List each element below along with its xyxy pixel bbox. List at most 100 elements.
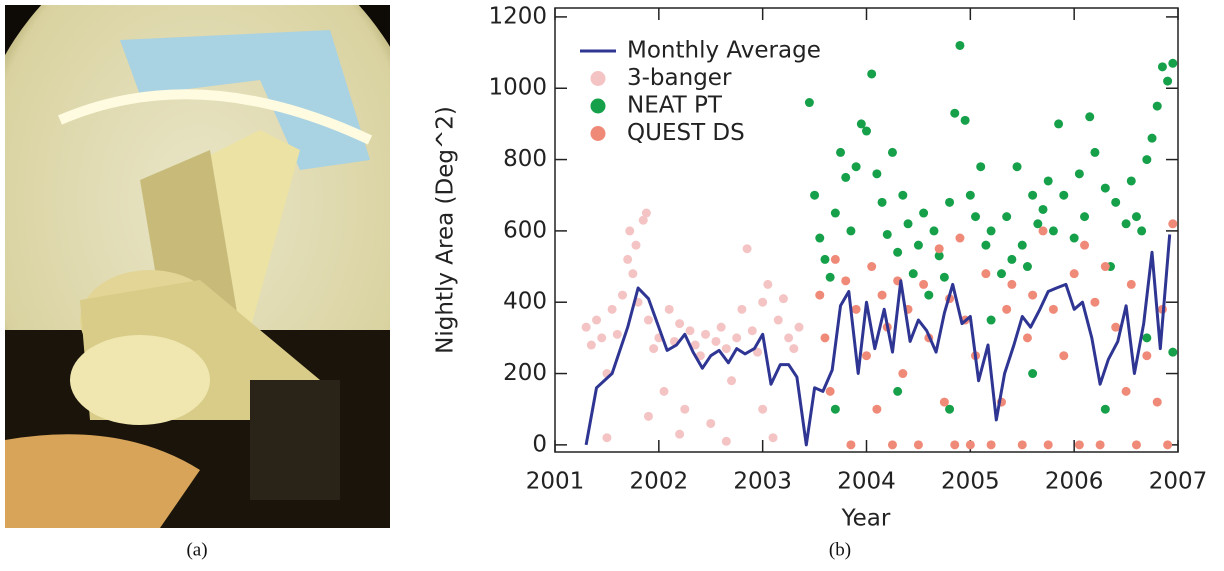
point [872, 169, 882, 179]
point [1028, 290, 1038, 300]
x-tick-label: 2004 [837, 469, 896, 495]
line [584, 234, 1172, 447]
point [1095, 440, 1105, 450]
point [903, 219, 913, 229]
point [934, 251, 944, 261]
point [1028, 190, 1038, 200]
point [830, 208, 840, 218]
legend-swatch [590, 98, 606, 114]
point [1048, 304, 1058, 314]
point [887, 440, 897, 450]
point [908, 269, 918, 279]
point [856, 119, 866, 129]
point [1043, 176, 1053, 186]
point [841, 276, 851, 286]
point [815, 233, 825, 243]
point [830, 404, 840, 414]
point [768, 433, 778, 443]
point [1069, 233, 1079, 243]
point [794, 322, 804, 332]
point [851, 162, 861, 172]
point [939, 272, 949, 282]
y-tick-label: 0 [532, 431, 547, 457]
caption: (b) [829, 539, 851, 560]
point [1059, 351, 1069, 361]
point [841, 172, 851, 182]
point [950, 108, 960, 118]
point [846, 226, 856, 236]
point [1085, 112, 1095, 122]
point [711, 336, 721, 346]
point [996, 269, 1006, 279]
point [898, 369, 908, 379]
y-tick-label: 1200 [488, 3, 547, 29]
point [1080, 240, 1090, 250]
point [763, 279, 773, 289]
point [1152, 397, 1162, 407]
point [825, 386, 835, 396]
x-tick-label: 2002 [630, 469, 689, 495]
point [758, 297, 768, 307]
point [898, 190, 908, 200]
point [1163, 76, 1173, 86]
point [659, 386, 669, 396]
point [1074, 440, 1084, 450]
point [1168, 58, 1178, 68]
point [820, 254, 830, 264]
point [1074, 169, 1084, 179]
point [830, 254, 840, 264]
point [929, 226, 939, 236]
point [758, 404, 768, 414]
point [981, 269, 991, 279]
y-axis-label: Nightly Area (Deg^2) [433, 106, 459, 354]
point [862, 351, 871, 361]
point [810, 190, 820, 200]
point [1012, 162, 1022, 172]
point [945, 404, 955, 414]
point [887, 147, 897, 157]
point [851, 304, 861, 314]
point [913, 240, 923, 250]
point [1007, 254, 1017, 264]
point [597, 333, 607, 343]
point [1048, 226, 1058, 236]
point [1121, 386, 1131, 396]
point [742, 244, 752, 254]
point [690, 340, 700, 350]
x-tick-label: 2006 [1045, 469, 1104, 495]
point [965, 440, 975, 450]
legend-label: 3-banger [627, 65, 732, 91]
point [934, 244, 944, 254]
point [913, 440, 923, 450]
point [628, 269, 638, 279]
point [607, 304, 617, 314]
x-tick-label: 2001 [526, 469, 585, 495]
point [1002, 212, 1012, 222]
point [1090, 147, 1100, 157]
point [1142, 155, 1152, 165]
point [1168, 219, 1178, 229]
point [919, 208, 929, 218]
point [986, 315, 996, 325]
point [747, 326, 757, 336]
point [893, 386, 903, 396]
point [1111, 197, 1121, 207]
point [680, 404, 690, 414]
point [1147, 133, 1157, 143]
point [778, 294, 788, 304]
point [815, 290, 825, 300]
point [1033, 219, 1043, 229]
y-tick-label: 800 [503, 146, 547, 172]
point [1152, 101, 1162, 111]
point [1043, 440, 1053, 450]
point [1054, 119, 1064, 129]
point [602, 433, 612, 443]
point [721, 436, 731, 446]
point [867, 262, 877, 272]
point [1002, 304, 1012, 314]
legend-label: Monthly Average [627, 38, 821, 64]
x-axis-label: Year [841, 506, 891, 532]
point [1017, 440, 1027, 450]
x-tick-label: 2007 [1149, 469, 1208, 495]
point [820, 333, 830, 343]
